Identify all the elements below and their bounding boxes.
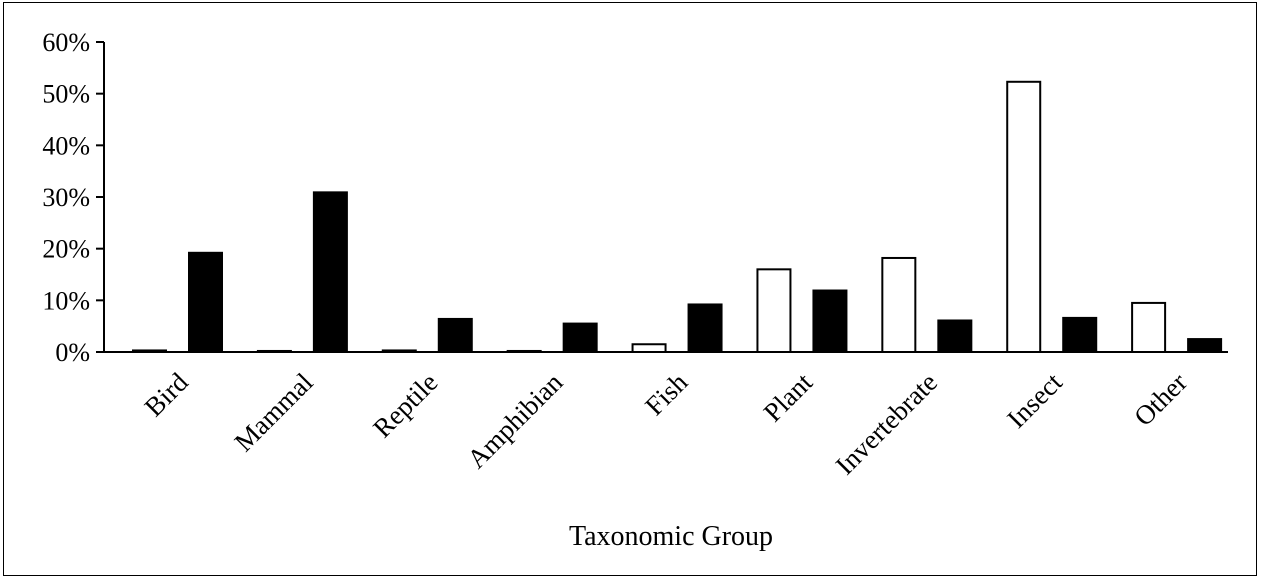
bar-reptile-series-2: [437, 317, 473, 353]
y-tick-label: 10%: [42, 286, 90, 315]
bar-fish-series-1: [631, 343, 667, 353]
bar-insect-series-1: [1006, 80, 1042, 354]
bar-mammal-series-2: [312, 191, 348, 353]
bar-plant-series-2: [812, 289, 848, 353]
bar-invertebrate-series-1: [881, 256, 917, 354]
y-tick-label: 0%: [55, 338, 90, 367]
bar-plant-series-1: [756, 268, 792, 354]
y-tick-label: 20%: [42, 235, 90, 264]
bar-invertebrate-series-2: [937, 319, 973, 354]
bar-other-series-1: [1131, 301, 1167, 353]
y-axis: 0% 10% 20% 30% 40% 50% 60%: [42, 28, 105, 367]
y-tick-label: 50%: [42, 80, 90, 109]
bar-bird-series-2: [188, 251, 223, 353]
y-tick-label: 40%: [42, 131, 90, 160]
y-tick-label: 60%: [42, 28, 90, 57]
x-tick-label-plant: Plant: [758, 367, 819, 428]
bar-insect-series-2: [1062, 316, 1098, 353]
x-tick-label-fish: Fish: [639, 367, 693, 421]
x-tick-label-insect: Insect: [1001, 367, 1068, 434]
x-axis: Bird Mammal Reptile Amphibian Fish Plant Inver…: [104, 351, 1228, 480]
x-axis-label: Taxonomic Group: [569, 521, 773, 552]
bars: [132, 80, 1223, 354]
bar-fish-series-2: [687, 303, 723, 354]
x-tick-label-amphibian: Amphibian: [461, 367, 568, 474]
x-tick-label-reptile: Reptile: [367, 367, 443, 443]
x-tick-label-other: Other: [1128, 367, 1193, 432]
bar-amphibian-series-2: [562, 322, 598, 354]
bar-other-series-2: [1187, 338, 1223, 354]
y-tick-label: 30%: [42, 183, 90, 212]
x-tick-label-invertebrate: Invertebrate: [830, 367, 943, 480]
x-tick-label-bird: Bird: [139, 367, 195, 423]
x-tick-label-mammal: Mammal: [228, 367, 318, 457]
